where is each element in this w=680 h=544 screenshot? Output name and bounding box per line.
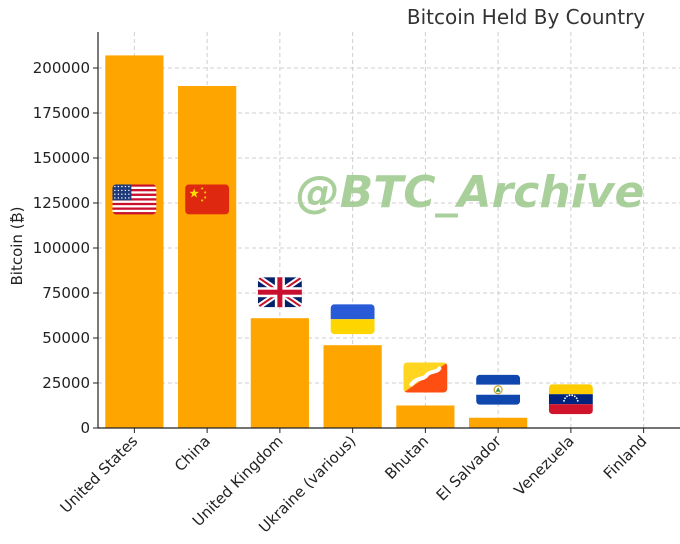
watermark-text: @BTC_Archive — [296, 167, 645, 218]
y-axis-label: Bitcoin (₿) — [8, 206, 26, 285]
venezuela-flag-icon — [548, 384, 593, 415]
china-flag-icon — [185, 184, 230, 215]
axes — [93, 32, 680, 433]
y-tick-label: 0 — [80, 419, 90, 437]
flags — [112, 184, 593, 415]
y-tick-label: 100000 — [33, 239, 90, 257]
bar — [250, 318, 309, 428]
el-salvador-flag-icon — [476, 374, 521, 405]
chart-title: Bitcoin Held By Country — [407, 5, 645, 29]
y-tick-label: 175000 — [33, 104, 90, 122]
bhutan-flag-icon — [403, 362, 448, 393]
y-tick-label: 25000 — [42, 374, 90, 392]
x-tick-label: United States — [57, 432, 142, 517]
y-tick-label: 75000 — [42, 284, 90, 302]
x-tick-label: Finland — [600, 432, 651, 483]
x-tick-label: El Salvador — [433, 432, 506, 505]
uk-flag-icon — [257, 277, 302, 308]
bar — [105, 55, 164, 429]
y-tick-label: 125000 — [33, 194, 90, 212]
x-tick-label: Bhutan — [381, 432, 432, 483]
bar — [469, 417, 528, 428]
bar — [323, 345, 382, 428]
us-flag-icon — [112, 184, 157, 215]
ukraine-flag-icon — [330, 304, 375, 335]
y-tick-label: 200000 — [33, 59, 90, 77]
y-tick-labels: 0 25000 50000 75000 100000 125000 150000 175000… — [33, 59, 90, 437]
bars — [105, 55, 528, 429]
x-tick-label: Venezuela — [511, 432, 578, 499]
y-tick-label: 50000 — [42, 329, 90, 347]
bar — [178, 86, 237, 428]
y-tick-label: 150000 — [33, 149, 90, 167]
bar — [396, 405, 455, 428]
x-tick-label: China — [171, 432, 214, 475]
